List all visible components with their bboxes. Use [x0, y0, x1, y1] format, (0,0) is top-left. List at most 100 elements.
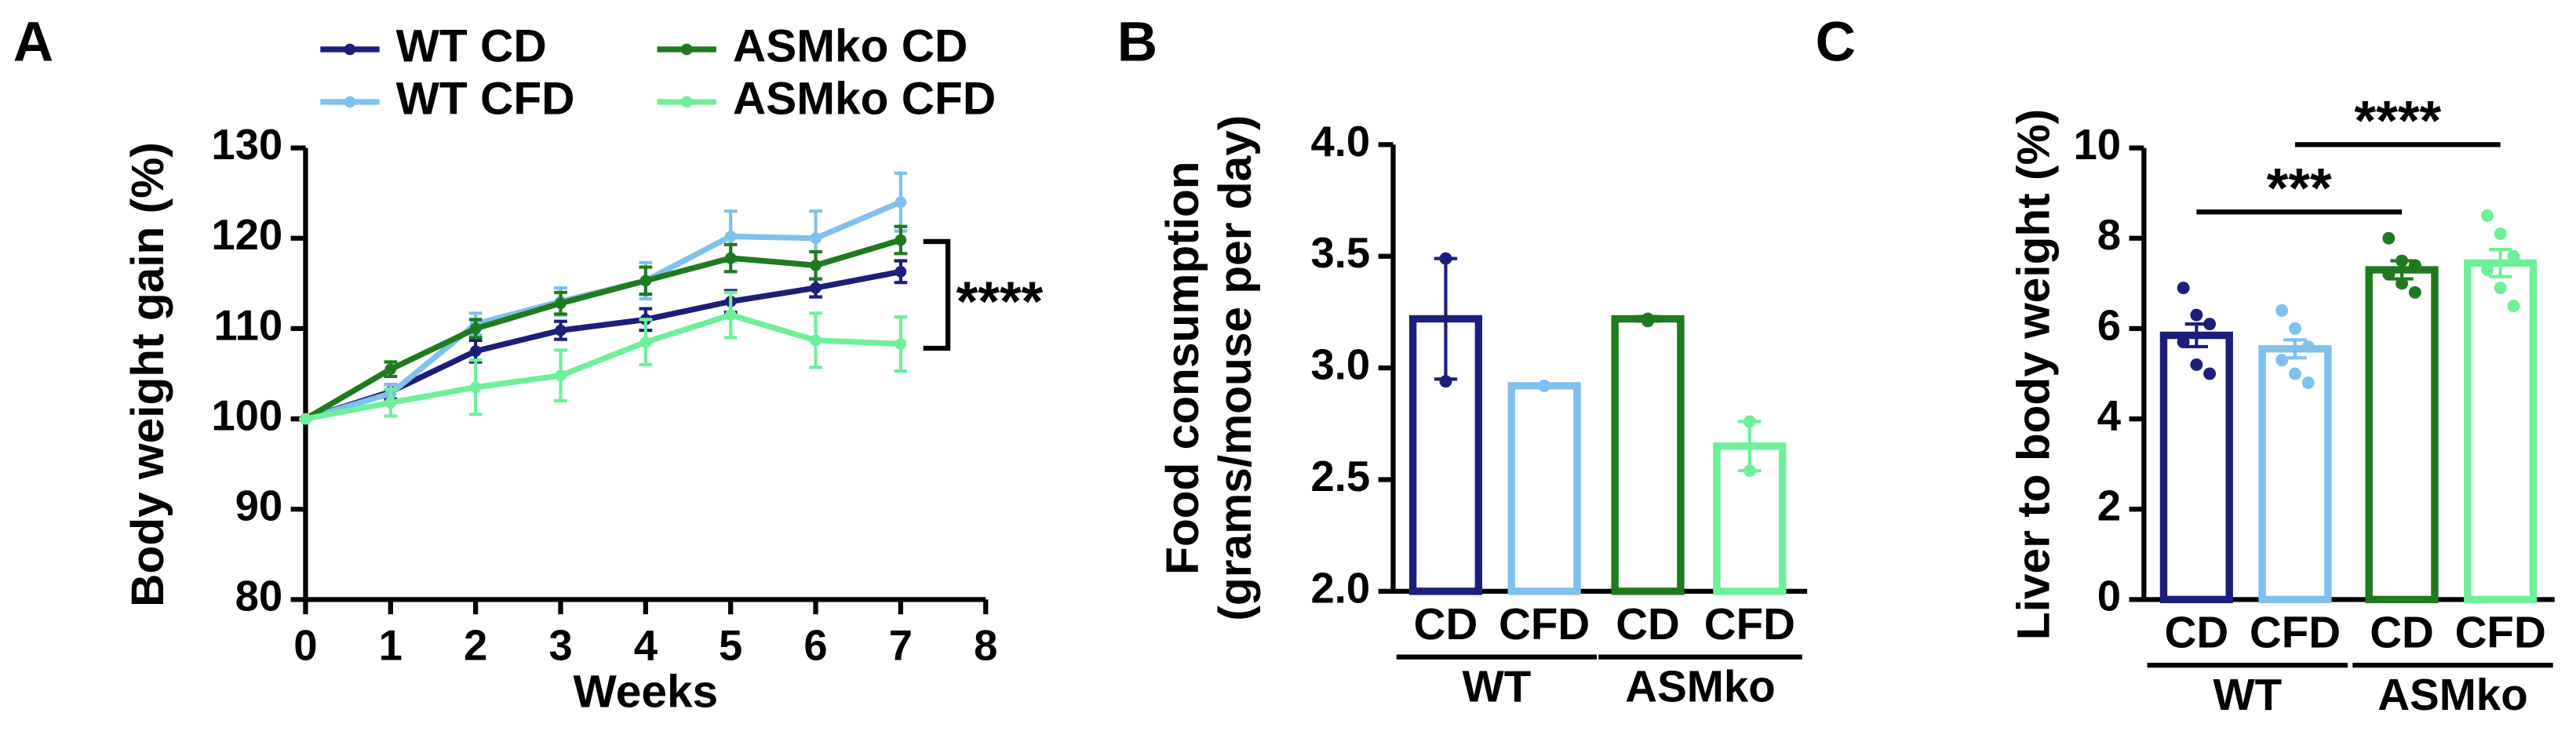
- data-point: [2177, 336, 2190, 349]
- marker: [384, 396, 397, 409]
- line: [304, 311, 902, 422]
- group-label: ASMko: [1625, 661, 1776, 711]
- marker: [894, 266, 907, 278]
- data-point: [2289, 322, 2301, 335]
- legend-marker: [680, 43, 693, 56]
- data-point: [2396, 277, 2409, 290]
- marker: [810, 232, 822, 245]
- y-tick-label: 8: [2097, 211, 2121, 259]
- y-tick-label: 100: [211, 391, 282, 439]
- x-tick-label: 3: [548, 622, 572, 670]
- legend-label: ASMko CD: [733, 20, 968, 71]
- data-point: [2494, 227, 2507, 240]
- marker: [300, 413, 312, 425]
- x-tick-label: CFD: [1704, 599, 1795, 649]
- x-tick-label: 5: [719, 622, 742, 670]
- series: [299, 290, 908, 425]
- marker: [469, 381, 482, 394]
- error-bar: [2489, 248, 2512, 278]
- y-tick-label: 90: [235, 482, 283, 530]
- x-tick-label: CD: [2370, 607, 2434, 656]
- y-axis-label: Food consumption: [1157, 161, 1208, 574]
- annotation: ***: [2267, 158, 2332, 220]
- series: [299, 171, 908, 425]
- data-point: [2480, 209, 2494, 222]
- data-point: [1439, 375, 1452, 388]
- x-tick-label: CD: [1414, 599, 1478, 649]
- panel-label: A: [13, 12, 53, 74]
- data-point: [2408, 259, 2421, 272]
- marker: [810, 334, 822, 347]
- panel-label: C: [1816, 12, 1856, 74]
- data-point: [2275, 354, 2289, 367]
- y-tick-label: 3.0: [1311, 341, 1371, 389]
- marker: [639, 336, 652, 348]
- x-tick-label: 4: [634, 622, 658, 670]
- y-tick-label: 80: [235, 573, 283, 620]
- x-tick-label: CD: [2165, 607, 2229, 656]
- y-tick-label: 10: [2073, 121, 2121, 169]
- y-axis-label: Body weight gain (%): [122, 142, 173, 607]
- data-point: [2301, 376, 2315, 389]
- data-point: [2203, 318, 2217, 331]
- line: [304, 237, 902, 422]
- annotation: ****: [956, 271, 1044, 333]
- x-tick-label: CFD: [2455, 607, 2546, 656]
- bar: [1507, 382, 1581, 595]
- legend-marker: [344, 43, 356, 56]
- y-tick-label: 120: [211, 211, 282, 259]
- annotation: ****: [2354, 90, 2441, 152]
- y-tick-label: 2: [2097, 482, 2121, 530]
- data-point: [2408, 285, 2421, 299]
- y-tick-label: 3.5: [1311, 229, 1371, 277]
- data-point: [2507, 249, 2520, 263]
- data-point: [2289, 367, 2301, 380]
- marker: [555, 324, 567, 336]
- group-label: ASMko: [2377, 670, 2528, 719]
- x-tick-label: 2: [464, 622, 487, 670]
- marker: [639, 275, 652, 287]
- panel-label: B: [1117, 12, 1157, 74]
- data-point: [2494, 282, 2507, 295]
- data-point: [1641, 315, 1654, 328]
- legend-label: WT CFD: [396, 73, 575, 124]
- data-point: [1743, 415, 1756, 428]
- marker: [555, 369, 567, 382]
- data-point: [2190, 358, 2203, 371]
- marker: [894, 338, 907, 350]
- marker: [384, 363, 397, 376]
- y-tick-label: 2.5: [1311, 453, 1371, 500]
- bar: [1611, 315, 1685, 595]
- y-tick-label: 2.0: [1311, 564, 1371, 612]
- x-tick-label: 1: [379, 622, 403, 670]
- data-point: [2203, 367, 2217, 380]
- marker: [894, 196, 907, 208]
- bar: [2464, 259, 2538, 604]
- y-tick-label: 6: [2097, 301, 2121, 349]
- data-point: [1538, 379, 1551, 392]
- bar: [2159, 331, 2233, 604]
- marker: [469, 322, 482, 335]
- x-tick-label: CFD: [2250, 607, 2341, 656]
- data-point: [2396, 254, 2409, 267]
- marker: [810, 282, 822, 294]
- bar: [2365, 266, 2439, 604]
- group-label: WT: [2213, 670, 2282, 719]
- data-point: [2275, 304, 2289, 317]
- y-tick-label: 0: [2097, 573, 2121, 620]
- group-label: WT: [1462, 661, 1531, 711]
- marker: [724, 309, 737, 321]
- x-axis-label: Weeks: [574, 666, 719, 717]
- y-axis-label: (grams/mouse per day): [1210, 115, 1261, 621]
- marker: [810, 259, 822, 271]
- y-tick-label: 110: [213, 301, 282, 349]
- data-point: [2177, 282, 2190, 295]
- marker: [469, 345, 482, 358]
- legend-marker: [680, 96, 693, 108]
- marker: [724, 252, 737, 264]
- y-tick-label: 4.0: [1311, 118, 1371, 165]
- x-tick-label: 0: [293, 622, 317, 670]
- x-tick-label: 7: [889, 622, 913, 670]
- data-point: [2382, 267, 2396, 281]
